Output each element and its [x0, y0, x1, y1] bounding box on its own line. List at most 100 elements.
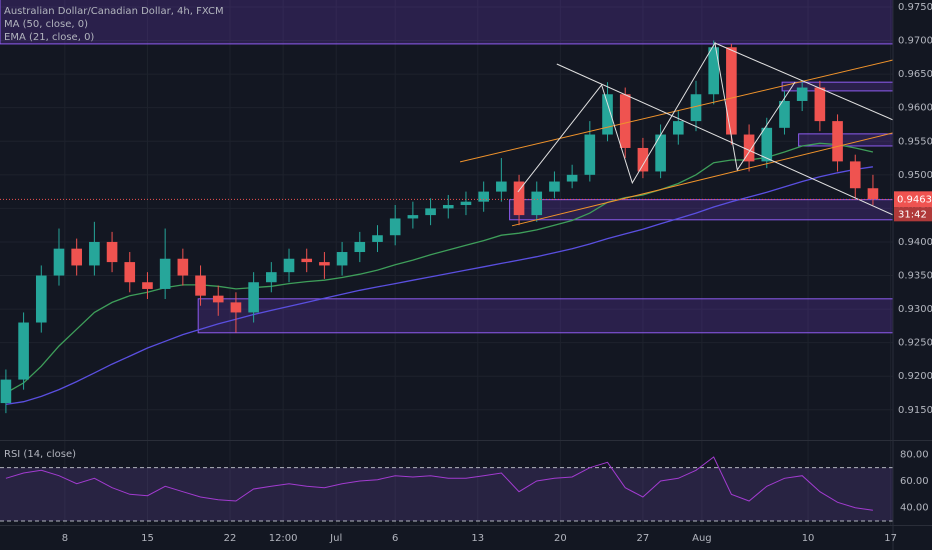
candle-body	[230, 302, 242, 313]
candle-body	[672, 121, 684, 135]
last-price-label: 0.94635	[897, 194, 932, 205]
candle-body	[867, 188, 879, 199]
trend-line	[511, 132, 893, 227]
candle-body	[0, 379, 12, 404]
x-tick-label: 27	[637, 533, 650, 544]
rsi-band	[0, 467, 893, 521]
x-tick-label: 15	[141, 533, 154, 544]
candle-body	[602, 94, 613, 135]
y-tick-label: 0.97500	[898, 2, 932, 13]
x-tick-label: 13	[471, 533, 484, 544]
candle-body	[796, 87, 808, 101]
chart-title: Australian Dollar/Canadian Dollar, 4h, F…	[4, 6, 224, 17]
candle-body	[743, 134, 755, 162]
candle-body	[425, 208, 436, 216]
candle-body	[761, 127, 773, 162]
x-tick-label: 22	[224, 533, 237, 544]
rsi-tick-label: 80.00	[900, 449, 929, 460]
countdown-box	[894, 207, 932, 222]
candle-body	[496, 181, 507, 192]
legend-ma: MA (50, close, 0)	[4, 19, 88, 30]
legend-ema: EMA (21, close, 0)	[4, 32, 94, 43]
x-tick-label: 20	[554, 533, 567, 544]
rsi-tick-label: 60.00	[900, 476, 929, 487]
candle-body	[319, 262, 330, 266]
candle-body	[389, 218, 401, 236]
candle-body	[53, 248, 65, 276]
candle-body	[779, 100, 790, 128]
trend-line	[459, 59, 893, 163]
candle-body	[35, 275, 47, 323]
candle-body	[849, 161, 861, 189]
candle-body	[407, 215, 419, 219]
legend-rsi: RSI (14, close)	[4, 449, 76, 460]
candle-body	[531, 191, 543, 216]
moving-average	[5, 142, 874, 394]
x-tick-label: 17	[884, 533, 897, 544]
candle-body	[372, 235, 383, 242]
x-tick-label: Jul	[329, 533, 342, 544]
zone	[509, 199, 893, 221]
candle-body	[690, 94, 702, 122]
countdown-label: 31:42	[898, 209, 927, 220]
candle-body	[71, 248, 82, 266]
candle-body	[195, 275, 206, 296]
candle-body	[832, 121, 843, 162]
candle-body	[248, 282, 259, 313]
candle-body	[354, 241, 366, 253]
candle-body	[460, 201, 472, 206]
zone	[0, 0, 893, 45]
candle-body	[336, 252, 348, 266]
trend-line	[517, 41, 796, 193]
x-tick-label: 8	[62, 533, 68, 544]
candle-body	[283, 258, 295, 273]
candle-body	[159, 258, 171, 289]
candle-body	[106, 241, 118, 263]
candle-body	[142, 282, 153, 289]
rsi-pane	[0, 441, 893, 525]
candle-body	[566, 174, 578, 182]
candle-body	[266, 272, 277, 283]
moving-average	[5, 166, 873, 406]
candle-body	[124, 262, 136, 283]
price-pane	[0, 0, 893, 440]
candle-body	[726, 47, 737, 135]
trend-line	[714, 42, 893, 121]
candle-body	[212, 295, 224, 303]
candle-body	[655, 134, 666, 172]
candle-body	[301, 258, 313, 263]
last-price-box	[894, 191, 932, 208]
candle-body	[442, 205, 454, 209]
x-tick-label: 12:00	[269, 533, 298, 544]
x-tick-label: Aug	[692, 533, 712, 544]
labels: Australian Dollar/Canadian Dollar, 4h, F…	[4, 2, 932, 544]
candle-body	[814, 87, 826, 122]
trend-line	[556, 63, 893, 216]
x-tick-label: 6	[392, 533, 398, 544]
candle-body	[89, 241, 100, 266]
rsi-line	[5, 456, 873, 511]
x-tick-label: 10	[802, 533, 815, 544]
candle-body	[18, 322, 29, 380]
candle-body	[637, 147, 649, 172]
rsi-tick-label: 40.00	[900, 503, 929, 514]
candle-body	[513, 181, 525, 216]
candle-body	[177, 258, 189, 276]
candle-body	[549, 181, 560, 192]
candle-body	[708, 47, 720, 95]
candle-body	[584, 134, 596, 175]
